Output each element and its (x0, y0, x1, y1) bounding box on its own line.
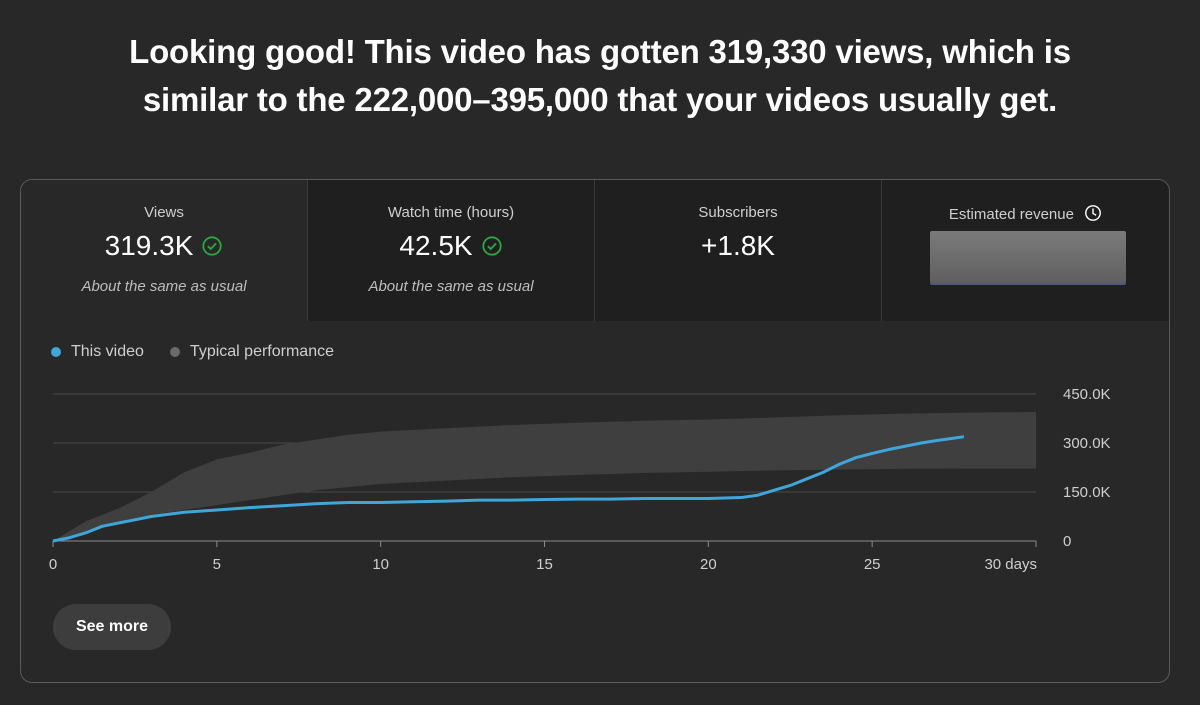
performance-card: Views 319.3K About the same as usual Wat… (20, 179, 1170, 683)
x-tick-label: 30 days (984, 556, 1037, 573)
x-tick-label: 25 (864, 556, 881, 573)
metric-tab-watch-time[interactable]: Watch time (hours) 42.5K About the same … (308, 180, 595, 321)
y-tick-label: 300.0K (1063, 435, 1111, 452)
metric-title: Subscribers (698, 204, 778, 221)
chart-legend: This video Typical performance (51, 343, 334, 361)
metric-tabs: Views 319.3K About the same as usual Wat… (21, 180, 1169, 321)
x-tick-label: 10 (372, 556, 389, 573)
this-video-line (52, 435, 965, 543)
legend-label: Typical performance (189, 343, 334, 360)
x-tick-label: 20 (700, 556, 717, 573)
typical-performance-band (53, 411, 1036, 541)
legend-item-this-video: This video (51, 343, 144, 361)
metric-value-row: +1.8K (595, 230, 881, 262)
metric-value-row: 319.3K (21, 230, 307, 262)
metric-tab-views[interactable]: Views 319.3K About the same as usual (21, 180, 308, 321)
metric-title-row: Estimated revenue (882, 204, 1169, 223)
metric-value: 42.5K (399, 230, 473, 261)
headline-line-2: similar to the 222,000–395,000 that your… (142, 81, 1058, 118)
headline: Looking good! This video has gotten 319,… (40, 28, 1160, 124)
metric-value-row: 42.5K (308, 230, 594, 262)
metric-tab-subscribers[interactable]: Subscribers +1.8K (595, 180, 882, 321)
legend-label: This video (71, 343, 144, 360)
metric-note: About the same as usual (368, 278, 534, 295)
legend-dot (169, 347, 180, 357)
y-tick-label: 0 (1063, 533, 1071, 550)
check-circle-icon (481, 236, 502, 256)
views-chart: 0 150.0K 300.0K 450.0K 0 5 10 15 20 25 30 days (49, 386, 1111, 573)
clock-icon (1085, 205, 1102, 221)
metric-value: +1.8K (701, 230, 775, 261)
revenue-value-redacted (930, 231, 1126, 283)
check-circle-icon (202, 236, 222, 256)
x-tick-label: 15 (536, 556, 553, 573)
x-tick-label: 0 (49, 556, 57, 573)
legend-dot (51, 347, 61, 357)
metric-tab-estimated-revenue[interactable]: Estimated revenue (882, 180, 1169, 321)
metric-title: Watch time (hours) (387, 204, 515, 221)
metric-title: Estimated revenue (948, 206, 1074, 223)
metric-value: 319.3K (104, 230, 194, 261)
see-more-button[interactable]: See more (53, 604, 171, 650)
legend-item-typical: Typical performance (169, 343, 334, 361)
metric-title: Views (144, 204, 184, 221)
metric-note: About the same as usual (81, 278, 247, 295)
headline-line-1: Looking good! This video has gotten 319,… (129, 33, 1071, 70)
y-tick-label: 450.0K (1063, 386, 1111, 403)
x-tick-label: 5 (213, 556, 221, 573)
y-tick-label: 150.0K (1063, 484, 1111, 501)
